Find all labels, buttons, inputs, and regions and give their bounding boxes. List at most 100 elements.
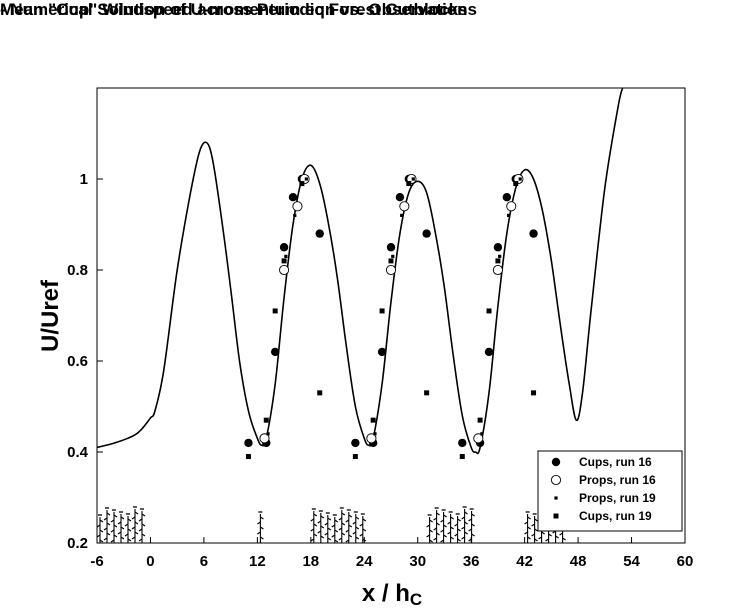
point-filled-circle-16 [484, 347, 494, 357]
point-filled-square-0 [245, 454, 251, 460]
tree-3-5 [461, 509, 468, 543]
point-filled-circle-20 [529, 229, 538, 238]
chart-subtitle: - Numerical Solution of U-momentum eqn v… [0, 0, 478, 19]
point-filled-circle-0 [244, 438, 253, 448]
y-tick-label-3: 0.8 [67, 262, 88, 279]
y-tick-label-0: 0.2 [67, 535, 88, 552]
x-axis-label-main: x / h [362, 580, 410, 607]
point-filled-square-12 [406, 181, 412, 187]
tree-2-2 [324, 515, 332, 543]
point-filled-square-1 [263, 417, 269, 423]
point-small-square-9 [498, 254, 502, 258]
tree-0-3 [117, 514, 125, 543]
y-axis-label: U/Uref [37, 279, 64, 352]
x-tick-label-2: 6 [200, 553, 208, 570]
tree-2-1 [317, 513, 325, 543]
tree-3-2 [440, 512, 447, 543]
tree-2-0 [310, 511, 318, 543]
point-open-circle-6 [399, 201, 410, 212]
point-filled-square-18 [504, 194, 510, 200]
legend-marker-2 [554, 496, 558, 500]
tree-3-0 [426, 517, 433, 543]
point-filled-circle-7 [351, 438, 360, 448]
x-tick-label-4: 18 [302, 553, 319, 570]
y-tick-label-2: 0.6 [67, 353, 88, 370]
point-small-square-2 [293, 213, 297, 217]
legend-label-3: Cups, run 19 [579, 509, 652, 523]
legend-label-2: Props, run 19 [579, 491, 656, 505]
x-tick-label-6: 30 [409, 553, 426, 570]
legend-marker-3 [553, 513, 559, 519]
tree-2-3 [331, 517, 339, 543]
point-filled-square-3 [281, 258, 287, 264]
point-filled-circle-6 [315, 229, 324, 238]
tree-2-6 [352, 514, 360, 543]
point-small-square-1 [284, 254, 288, 258]
point-small-square-5 [391, 254, 395, 258]
x-tick-label-3: 12 [249, 553, 266, 570]
plot-frame [96, 87, 686, 544]
point-filled-square-4 [290, 194, 296, 200]
point-open-circle-9 [492, 264, 503, 276]
point-filled-circle-14 [458, 438, 467, 448]
series-group [97, 88, 624, 460]
tree-0-4 [124, 516, 132, 543]
tree-4-1 [531, 516, 538, 543]
x-tick-label-10: 54 [623, 553, 640, 570]
legend: Cups, run 16 Props, run 16 Props, run 19 Cu… [537, 450, 683, 532]
point-small-square-7 [411, 177, 415, 181]
point-filled-square-5 [299, 181, 305, 187]
point-open-circle-10 [506, 201, 517, 212]
tree-0-0 [96, 517, 104, 543]
x-tick-label-0: -6 [90, 553, 103, 570]
legend-marker-1 [550, 474, 562, 486]
x-tick-label-11: 60 [677, 553, 694, 570]
x-tick-label-1: 0 [146, 553, 154, 570]
x-axis-label: x / hC [362, 580, 422, 609]
point-small-square-4 [373, 432, 377, 436]
point-open-circle-1 [279, 264, 290, 276]
y-tick-label-4: 1 [80, 171, 88, 188]
point-small-square-3 [304, 177, 308, 181]
x-tick-label-8: 42 [516, 553, 533, 570]
point-filled-circle-13 [422, 229, 431, 238]
tree-1-0 [257, 514, 264, 543]
x-tick-label-9: 48 [570, 553, 587, 570]
tree-0-5 [131, 509, 139, 543]
point-filled-square-6 [317, 390, 323, 396]
axes: -6 0 6 12 18 24 30 36 42 48 54 60 0.2 0.4 0.6 0.8 1 [67, 171, 693, 570]
point-filled-square-16 [486, 308, 492, 314]
point-small-square-11 [518, 177, 522, 181]
point-open-circle-2 [292, 201, 303, 212]
point-open-circle-0 [259, 433, 270, 444]
point-filled-square-15 [477, 417, 483, 423]
legend-marker-0 [551, 457, 561, 467]
point-small-square-6 [400, 213, 404, 217]
legend-box [537, 450, 683, 532]
point-filled-circle-10 [386, 243, 396, 252]
point-filled-square-14 [459, 454, 465, 460]
point-open-circle-8 [473, 433, 484, 444]
tree-0-2 [110, 512, 118, 543]
x-tick-label-7: 36 [463, 553, 480, 570]
tree-0-1 [103, 510, 111, 543]
tree-3-4 [454, 516, 461, 543]
point-open-circle-5 [385, 264, 397, 276]
point-open-circle-4 [366, 433, 377, 444]
tree-2-5 [345, 512, 353, 543]
x-axis-label-sub: C [410, 590, 422, 609]
legend-label-0: Cups, run 16 [579, 455, 652, 469]
point-filled-circle-9 [377, 347, 387, 357]
point-filled-square-10 [388, 258, 394, 264]
tree-2-4 [338, 510, 346, 543]
tree-2-7 [359, 516, 367, 543]
point-small-square-8 [480, 432, 484, 436]
point-filled-square-11 [397, 194, 403, 200]
series-line-solution [97, 88, 624, 455]
tree-0-6 [138, 511, 146, 543]
point-filled-square-7 [352, 454, 358, 460]
y-tick-label-1: 0.4 [67, 444, 89, 461]
chart-title: Mean "Cup" Windspeed across Periodic For… [0, 0, 468, 19]
point-filled-circle-3 [279, 243, 289, 252]
